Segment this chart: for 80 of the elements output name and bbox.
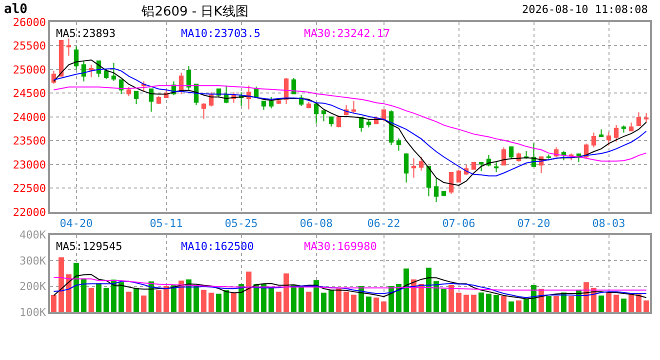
- candlestick: [321, 110, 326, 122]
- text: MA30:23242.17: [304, 27, 390, 40]
- text: MA30:169980: [304, 240, 377, 253]
- line-series: [53, 280, 647, 298]
- y-tick-label: 22000: [12, 206, 46, 219]
- candlestick: [636, 112, 642, 126]
- x-tick-label: 08-03: [592, 216, 626, 230]
- candlestick: [66, 38, 72, 56]
- x-tick-label: 07-06: [442, 216, 476, 230]
- candlestick: [306, 101, 312, 109]
- candlestick: [261, 100, 266, 110]
- y-tick-label: 22500: [12, 182, 46, 196]
- candlestick: [126, 86, 132, 97]
- x-tick-label: 06-08: [300, 216, 333, 230]
- candlestick: [186, 66, 192, 90]
- candlestick: [396, 138, 402, 152]
- candlestick: [591, 132, 596, 148]
- candlestick: [471, 162, 476, 170]
- candlestick: [328, 116, 334, 127]
- candlestick: [494, 162, 499, 173]
- y-tick-label: 200K: [20, 280, 46, 294]
- candlestick: [201, 102, 206, 120]
- candlestick: [156, 96, 162, 105]
- candlestick: [508, 146, 514, 160]
- x-tick-label: 05-11: [150, 216, 183, 230]
- candlestick: [644, 112, 649, 124]
- candlestick: [404, 152, 409, 184]
- candlestick: [478, 162, 484, 172]
- candlestick: [621, 125, 626, 134]
- y-tick-label: 25500: [12, 40, 46, 53]
- x-tick-label: 05-25: [224, 216, 258, 230]
- candlestick: [614, 124, 619, 142]
- candlestick: [366, 119, 372, 128]
- text: al0: [4, 2, 28, 17]
- candlestick: [81, 60, 86, 82]
- y-tick-label: 24000: [12, 110, 46, 124]
- x-tick-label: 04-20: [60, 216, 93, 230]
- candlestick: [51, 70, 56, 84]
- candlestick: [418, 156, 424, 172]
- line-series: [53, 85, 647, 162]
- y-tick-label: 25000: [12, 63, 46, 76]
- y-tick-label: 400K: [20, 228, 46, 242]
- x-tick-label: 07-20: [517, 216, 550, 230]
- y-tick-label: 100K: [20, 306, 46, 319]
- candlestick: [598, 128, 604, 137]
- candlestick: [411, 158, 416, 178]
- text: MA5:129545: [56, 240, 122, 253]
- candlestick: [268, 96, 274, 109]
- candlestick: [501, 146, 506, 166]
- candlestick: [628, 122, 634, 132]
- line-series: [53, 274, 647, 300]
- candlestick: [74, 46, 79, 70]
- text: MA10:23703.5: [181, 27, 260, 40]
- candlestick: [606, 131, 612, 146]
- candlestick: [426, 166, 432, 197]
- text: MA10:162500: [181, 240, 254, 253]
- candlestick: [88, 64, 94, 78]
- chart-title: 铝2609 - 日K线图: [140, 4, 248, 20]
- candlestick: [336, 115, 342, 128]
- text: 2026-08-10 11:08:08: [522, 3, 648, 16]
- candlestick: [111, 62, 116, 82]
- y-tick-label: 23500: [12, 134, 46, 148]
- x-tick-label: 06-22: [367, 216, 400, 230]
- candlestick: [434, 178, 439, 202]
- candlestick: [456, 169, 462, 184]
- candlestick: [148, 88, 154, 112]
- text: MA5:23893: [56, 27, 116, 40]
- candlestick: [314, 104, 319, 124]
- candlestick: [134, 90, 139, 105]
- candlestick: [58, 40, 64, 78]
- candlestick: [441, 191, 446, 197]
- candlestick: [546, 154, 552, 160]
- y-tick-label: 24500: [12, 87, 46, 100]
- candlestick: [246, 85, 252, 110]
- y-tick-label: 23000: [12, 158, 46, 172]
- line-series: [53, 277, 647, 291]
- candlestick: [448, 172, 454, 194]
- candlestick: [351, 100, 356, 114]
- y-tick-label: 300K: [20, 254, 46, 268]
- y-tick-label: 26000: [12, 16, 46, 29]
